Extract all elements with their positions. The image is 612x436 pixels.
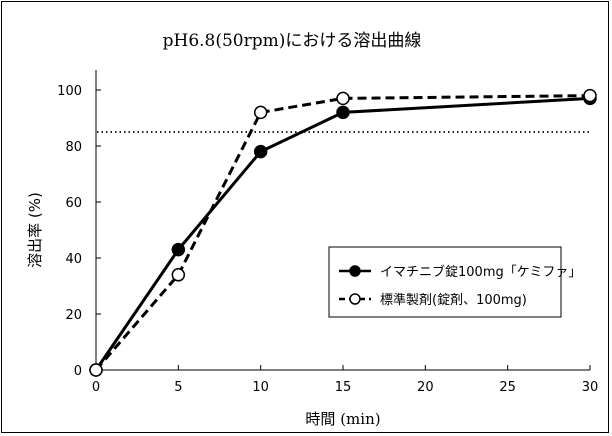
legend-marker-series-1: [349, 265, 361, 277]
x-tick-label: 20: [417, 380, 434, 395]
y-tick-label: 100: [57, 84, 82, 99]
series-2-point: [583, 88, 597, 103]
x-tick-label: 30: [582, 380, 599, 395]
series-2-point: [253, 105, 268, 120]
series-line-1: [94, 96, 591, 371]
legend-box: [328, 246, 562, 318]
y-tick-label: 80: [65, 140, 82, 155]
legend-label-series-2: 標準製剤(錠剤、100mg): [380, 292, 527, 308]
y-tick-label: 60: [65, 196, 82, 211]
ticks: 0 20 40 60 80 100 0 5 10 15 20 25 30: [57, 84, 598, 395]
x-tick-label: 0: [92, 380, 100, 395]
y-axis-label: 溶出率 (%): [26, 192, 44, 268]
legend-label-series-1: イマチニブ錠100mg「ケミファ」: [380, 264, 581, 280]
series-1-point: [171, 242, 186, 257]
series-line-2: [94, 94, 591, 371]
legend: イマチニブ錠100mg「ケミファ」 標準製剤(錠剤、100mg): [328, 246, 581, 318]
x-tick-label: 5: [174, 380, 182, 395]
chart-title: pH6.8(50rpm)における溶出曲線: [163, 31, 422, 51]
y-tick-label: 40: [65, 252, 82, 267]
y-tick-label: 20: [65, 308, 82, 323]
x-tick-label: 10: [252, 380, 269, 395]
x-tick-label: 15: [335, 380, 352, 395]
series-2-point: [336, 91, 350, 106]
series-lines: [94, 94, 591, 371]
series-2-point: [89, 363, 103, 377]
series-points: [89, 88, 597, 377]
series-1-point: [336, 105, 350, 120]
series-2-point: [171, 268, 186, 282]
x-tick-label: 25: [499, 380, 516, 395]
series-1-point: [253, 144, 268, 159]
y-tick-label: 0: [74, 364, 82, 379]
legend-marker-series-2: [349, 293, 361, 305]
x-axis-label: 時間 (min): [305, 410, 380, 428]
